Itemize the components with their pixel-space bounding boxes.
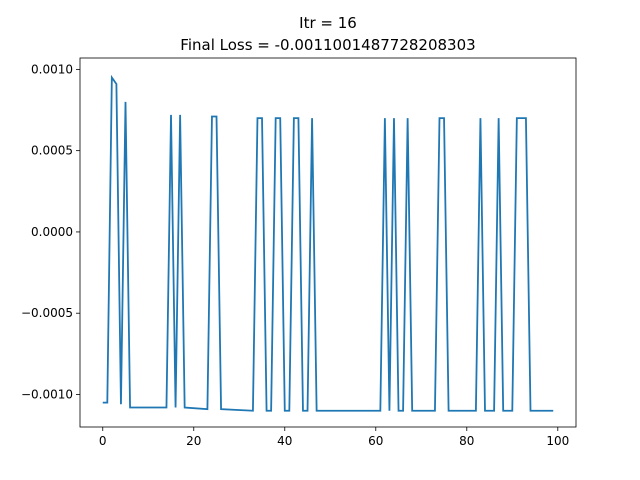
x-tick-label: 80 <box>459 434 474 448</box>
x-tick-label: 0 <box>99 434 107 448</box>
chart-subtitle: Final Loss = -0.0011001487728208303 <box>180 36 475 54</box>
chart-title: Itr = 16 <box>299 14 357 32</box>
x-tick-label: 60 <box>368 434 383 448</box>
x-tick-label: 40 <box>277 434 292 448</box>
y-tick-label: 0.0010 <box>31 62 73 76</box>
axes-frame <box>79 57 577 428</box>
y-tick-label: −0.0005 <box>21 306 73 320</box>
y-tick-label: 0.0000 <box>31 225 73 239</box>
plot-area <box>102 74 554 412</box>
y-tick-label: 0.0005 <box>31 144 73 158</box>
axis-ticks: 0 20 40 60 80 100 −0.0010 −0.0005 0.0000 0.0005 0.… <box>21 62 569 448</box>
x-tick-label: 20 <box>186 434 201 448</box>
y-tick-label: −0.0010 <box>21 387 73 401</box>
series-line-0 <box>102 74 554 412</box>
x-tick-label: 100 <box>546 434 569 448</box>
